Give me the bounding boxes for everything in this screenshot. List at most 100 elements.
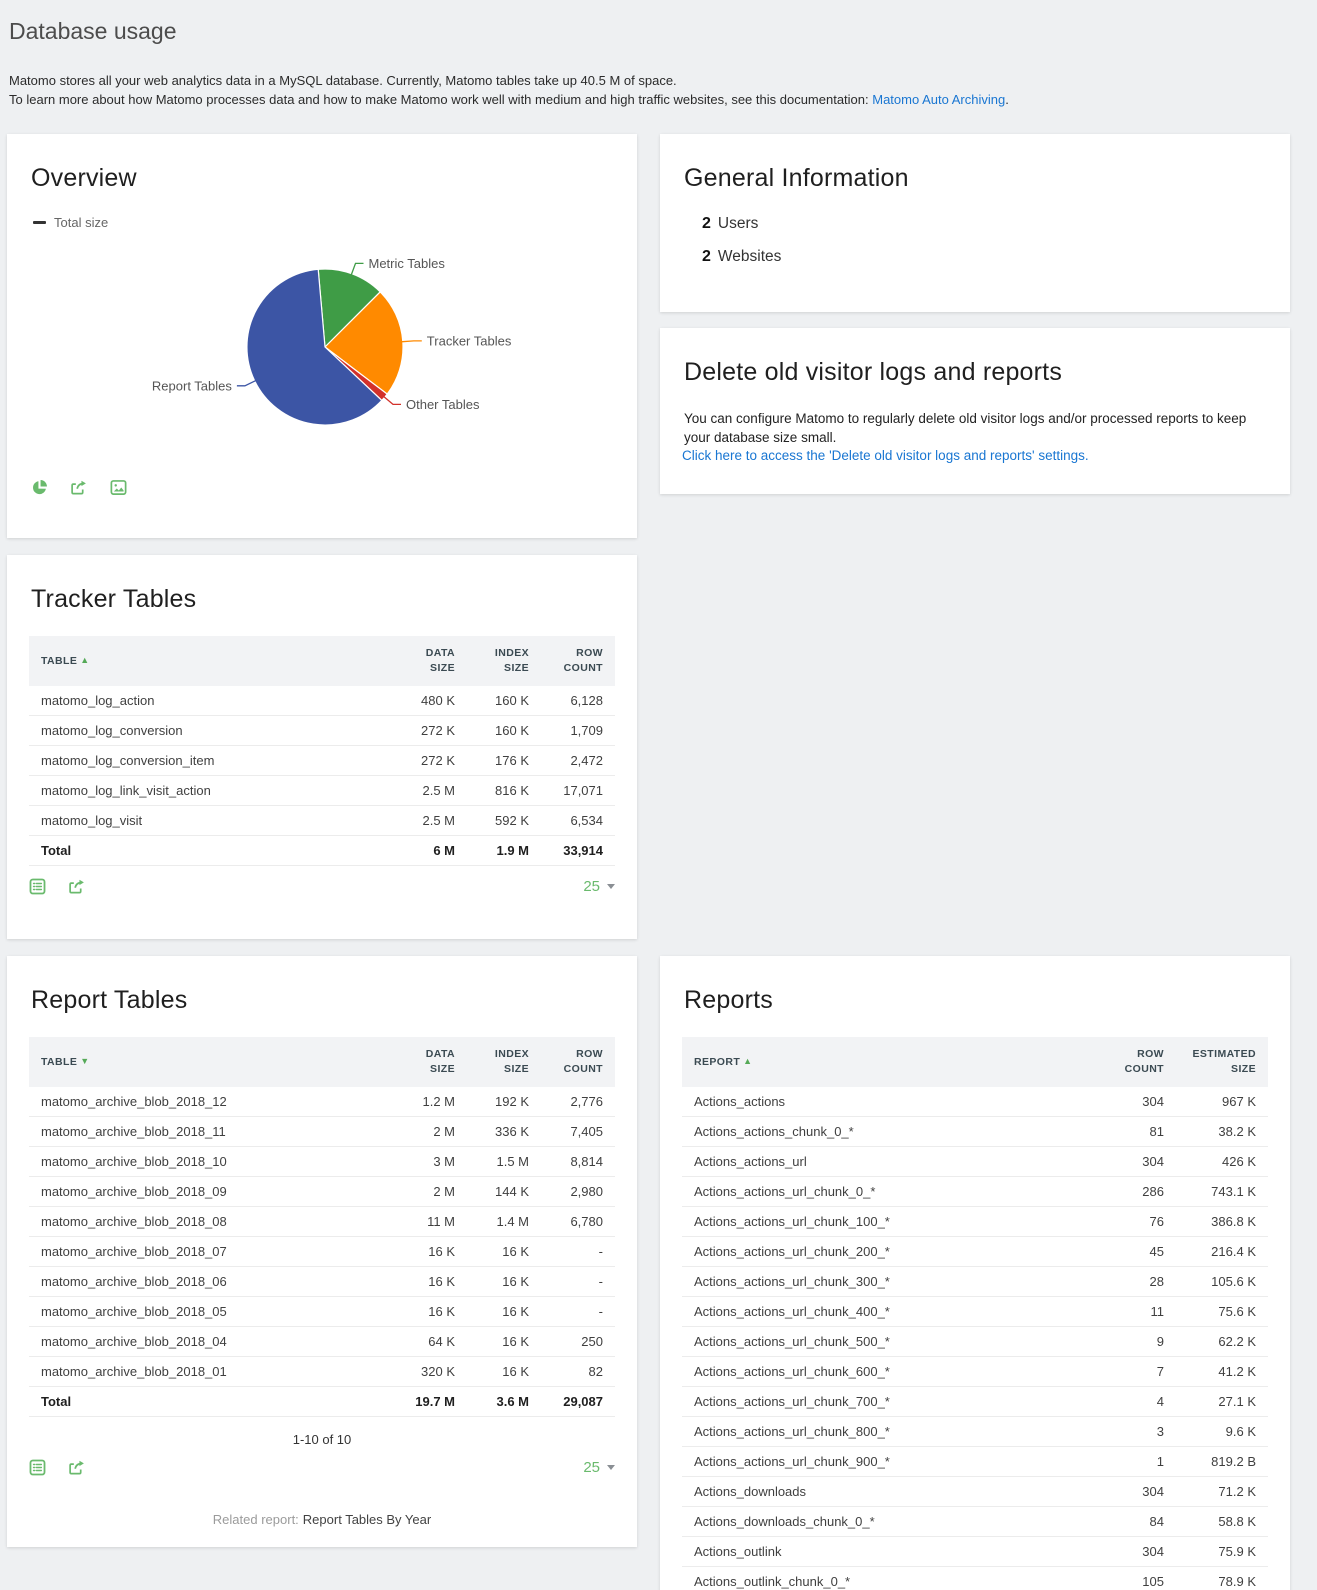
column-header-report[interactable]: REPORT ▲: [682, 1037, 1084, 1088]
column-header-estimated-size[interactable]: ESTIMATED SIZE: [1176, 1037, 1268, 1088]
tracker-tables-footer: 25: [29, 878, 615, 895]
rows-per-page-dropdown[interactable]: 25: [583, 878, 615, 895]
table-row: Actions_actions_url_chunk_100_* 76 386.8 K: [682, 1206, 1268, 1237]
tracker-tables-card: Tracker Tables TABLE ▲ DATA SIZE INDEX SI…: [7, 555, 637, 939]
table-row: Actions_downloads 304 71.2 K: [682, 1476, 1268, 1507]
related-report-link[interactable]: Report Tables By Year: [302, 1512, 432, 1528]
table-row: matomo_archive_blob_2018_06 16 K 16 K-: [29, 1266, 615, 1297]
export-icon[interactable]: [70, 479, 88, 496]
column-header-table[interactable]: TABLE ▲: [29, 636, 393, 687]
rows-per-page-value: 25: [583, 878, 600, 896]
intro-line-2-period: .: [1005, 91, 1009, 107]
overview-pie-chart: Metric Tables Tracker Tables Other Tables R…: [152, 256, 512, 426]
table-row: Actions_actions_url_chunk_800_* 3 9.6 K: [682, 1416, 1268, 1447]
pie-label-leader: [400, 340, 422, 343]
tracker-tables-title: Tracker Tables: [31, 585, 197, 613]
column-header-row-count[interactable]: ROW COUNT: [1084, 1037, 1176, 1088]
general-information-card: General Information 2 Users 2 Websites: [660, 134, 1290, 312]
column-header-data-size[interactable]: DATA SIZE: [393, 1037, 467, 1088]
table-icon[interactable]: [29, 878, 46, 895]
table-row: matomo_archive_blob_2018_12 1.2 M 192 K 2,7…: [41, 1094, 603, 1110]
table-row: Actions_actions_url_chunk_200_* 45 216.4 K: [682, 1236, 1268, 1267]
table-row: Actions_actions_chunk_0_* 81 38.2 K: [682, 1116, 1268, 1147]
table-row: Actions_actions_url_chunk_900_* 1 819.2 B: [682, 1446, 1268, 1477]
reports-table: REPORT ▲ ROW COUNT ESTIMATED SIZE Actions…: [682, 1037, 1268, 1590]
intro-line-1: Matomo stores all your web analytics dat…: [9, 73, 677, 88]
table-row: matomo_archive_blob_2018_08 11 M 1.4 M 6,78…: [29, 1206, 615, 1237]
pie-chart-icon[interactable]: [31, 479, 48, 496]
table-row: matomo_log_conversion_item 272 K 176 K 2,47…: [29, 745, 615, 776]
pie-label-report-tables: Report Tables: [152, 378, 232, 393]
reports-title: Reports: [684, 986, 773, 1014]
legend-dash-icon: [33, 221, 46, 224]
table-row: Actions_actions_url 304 426 K: [682, 1146, 1268, 1177]
report-tables-title: Report Tables: [31, 986, 188, 1014]
column-header-row-count[interactable]: ROW COUNT: [541, 1037, 615, 1088]
table-row: Actions_outlink 304 75.9 K: [682, 1536, 1268, 1567]
table-row: matomo_archive_blob_2018_11 2 M 336 K 7,405: [29, 1116, 615, 1147]
total-row: Total 6 M 1.9 M 33,914: [29, 835, 615, 867]
table-row: Actions_actions_url_chunk_0_* 286 743.1 K: [682, 1176, 1268, 1207]
column-header-data-size[interactable]: DATA SIZE: [393, 636, 467, 687]
column-header-table[interactable]: TABLE ▼: [29, 1037, 393, 1088]
table-row: Actions_outlink_chunk_0_* 105 78.9 K: [682, 1566, 1268, 1590]
report-tables-footer: 25: [29, 1459, 615, 1476]
column-header-row-count[interactable]: ROW COUNT: [541, 636, 615, 687]
table-row: matomo_archive_blob_2018_04 64 K 16 K 250: [29, 1326, 615, 1357]
table-row: Actions_actions_url_chunk_500_* 9 62.2 K: [682, 1326, 1268, 1357]
tracker-tables-table: TABLE ▲ DATA SIZE INDEX SIZE ROW COUNT ma…: [29, 636, 615, 867]
pie-label-leader: [350, 262, 364, 276]
rows-per-page-dropdown[interactable]: 25: [583, 1459, 615, 1476]
total-row: Total 19.7 M 3.6 M 29,087: [29, 1386, 615, 1418]
websites-count: 2: [702, 248, 711, 265]
delete-logs-body: You can configure Matomo to regularly de…: [684, 411, 1247, 445]
table-icon[interactable]: [29, 1459, 46, 1476]
related-report: Related report: Report Tables By Year: [29, 1512, 615, 1527]
overview-title: Overview: [31, 164, 137, 192]
chevron-down-icon: [607, 1465, 615, 1471]
table-row: matomo_archive_blob_2018_05 16 K 16 K-: [29, 1296, 615, 1327]
rows-per-page-value: 25: [583, 1459, 600, 1477]
sort-asc-icon: ▲: [743, 1055, 753, 1066]
intro-line-2-text: To learn more about how Matomo processes…: [9, 91, 873, 107]
legend-label: Total size: [54, 215, 109, 230]
report-tables-card: Report Tables TABLE ▼ DATA SIZE INDEX SIZ…: [7, 956, 637, 1547]
delete-logs-title: Delete old visitor logs and reports: [684, 358, 1063, 386]
image-icon[interactable]: [110, 479, 127, 496]
table-row: Actions_downloads_chunk_0_* 84 58.8 K: [682, 1506, 1268, 1537]
table-row: Actions_actions_url_chunk_300_* 28 105.6 K: [682, 1266, 1268, 1297]
sort-desc-icon: ▼: [80, 1055, 90, 1066]
table-row: Actions_actions 304 967 K: [694, 1094, 1256, 1110]
table-row: matomo_log_visit 2.5 M 592 K 6,534: [29, 805, 615, 836]
table-row: matomo_log_link_visit_action 2.5 M 816 K 17…: [29, 775, 615, 806]
page-title: Database usage: [9, 18, 177, 44]
table-row: matomo_log_conversion 272 K 160 K 1,709: [29, 715, 615, 746]
table-row: matomo_archive_blob_2018_09 2 M 144 K 2,980: [29, 1176, 615, 1207]
report-tables-table: TABLE ▼ DATA SIZE INDEX SIZE ROW COUNT ma…: [29, 1037, 615, 1418]
table-row: Actions_actions_url_chunk_600_* 7 41.2 K: [682, 1356, 1268, 1387]
export-icon[interactable]: [68, 1459, 86, 1476]
pie-label-other-tables: Other Tables: [406, 397, 480, 412]
right-column-stack: General Information 2 Users 2 Websites Del…: [660, 134, 1290, 494]
column-header-index-size[interactable]: INDEX SIZE: [467, 1037, 541, 1088]
table-header-row: REPORT ▲ ROW COUNT ESTIMATED SIZE: [682, 1037, 1268, 1088]
reports-card: Reports REPORT ▲ ROW COUNT ESTIMATED SIZE…: [660, 956, 1290, 1590]
pie-label-leader: [236, 379, 257, 387]
column-header-index-size[interactable]: INDEX SIZE: [467, 636, 541, 687]
overview-card-footer: [31, 479, 127, 496]
table-row: matomo_archive_blob_2018_07 16 K 16 K-: [29, 1236, 615, 1267]
pie-label-leader: [382, 395, 401, 406]
export-icon[interactable]: [68, 878, 86, 895]
websites-label: Websites: [717, 248, 782, 265]
cards-grid: Overview Total size Metric Tables Tracker…: [7, 134, 1317, 1590]
pie-label-metric-tables: Metric Tables: [369, 256, 446, 271]
table-row: matomo_archive_blob_2018_01 320 K 16 K 82: [29, 1356, 615, 1387]
auto-archiving-link[interactable]: Matomo Auto Archiving: [872, 91, 1006, 107]
page-header: Database usage Matomo stores all your we…: [7, 18, 1317, 109]
delete-logs-settings-link[interactable]: Click here to access the 'Delete old vis…: [682, 448, 1089, 463]
users-label: Users: [717, 215, 759, 232]
table-header-row: TABLE ▲ DATA SIZE INDEX SIZE ROW COUNT: [29, 636, 615, 687]
table-row: matomo_log_action 480 K 160 K 6,128: [41, 693, 603, 709]
chart-legend: Total size: [33, 215, 615, 230]
intro-line-2: To learn more about how Matomo processes…: [9, 91, 1317, 110]
